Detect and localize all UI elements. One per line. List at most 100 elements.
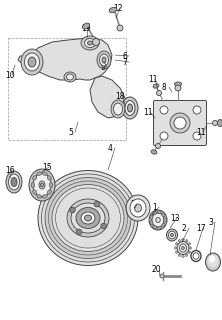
Ellipse shape: [151, 150, 157, 154]
Text: 14: 14: [130, 199, 140, 209]
Ellipse shape: [52, 185, 124, 252]
Circle shape: [117, 25, 123, 31]
Circle shape: [94, 201, 100, 207]
Ellipse shape: [175, 243, 178, 245]
Polygon shape: [18, 38, 112, 80]
Ellipse shape: [67, 199, 109, 237]
Ellipse shape: [81, 212, 95, 224]
Ellipse shape: [175, 251, 178, 253]
Ellipse shape: [67, 74, 73, 80]
Ellipse shape: [150, 215, 153, 219]
Ellipse shape: [111, 100, 125, 118]
Ellipse shape: [99, 54, 109, 66]
Ellipse shape: [218, 119, 222, 126]
Text: 1: 1: [152, 203, 157, 212]
Text: 8: 8: [162, 83, 167, 92]
Text: 11: 11: [196, 127, 206, 137]
Circle shape: [175, 85, 181, 91]
Circle shape: [160, 274, 164, 278]
Ellipse shape: [163, 218, 166, 222]
Ellipse shape: [206, 253, 220, 271]
Ellipse shape: [125, 100, 135, 116]
Ellipse shape: [85, 215, 91, 221]
Ellipse shape: [130, 199, 146, 217]
Ellipse shape: [182, 238, 184, 241]
Text: 12: 12: [113, 4, 123, 12]
Circle shape: [160, 106, 168, 114]
Ellipse shape: [162, 223, 165, 227]
Ellipse shape: [24, 53, 40, 71]
Text: 4: 4: [108, 143, 113, 153]
Ellipse shape: [182, 255, 184, 258]
Ellipse shape: [28, 57, 36, 67]
Circle shape: [76, 229, 82, 235]
Ellipse shape: [149, 210, 167, 230]
Ellipse shape: [186, 240, 188, 242]
Polygon shape: [90, 76, 126, 118]
Text: 7: 7: [122, 58, 127, 67]
Ellipse shape: [166, 229, 178, 241]
Ellipse shape: [81, 36, 99, 50]
Ellipse shape: [87, 41, 93, 45]
FancyBboxPatch shape: [153, 100, 206, 146]
Ellipse shape: [33, 190, 37, 194]
Text: 2: 2: [182, 223, 187, 233]
Text: 11: 11: [148, 75, 157, 84]
Text: 16: 16: [5, 165, 15, 174]
Ellipse shape: [40, 183, 44, 187]
Ellipse shape: [127, 104, 133, 112]
Text: 20: 20: [152, 266, 162, 275]
Ellipse shape: [8, 174, 20, 190]
Ellipse shape: [153, 212, 156, 215]
Circle shape: [193, 106, 201, 114]
Ellipse shape: [29, 169, 55, 201]
Ellipse shape: [153, 225, 156, 228]
Text: 9: 9: [100, 62, 105, 71]
Ellipse shape: [37, 172, 42, 175]
Ellipse shape: [97, 51, 111, 69]
Ellipse shape: [168, 231, 176, 239]
Text: 5: 5: [68, 127, 73, 137]
Circle shape: [93, 38, 99, 45]
Ellipse shape: [42, 172, 47, 175]
Ellipse shape: [122, 97, 138, 119]
Ellipse shape: [71, 203, 105, 233]
Ellipse shape: [113, 103, 123, 115]
Ellipse shape: [174, 82, 182, 86]
Ellipse shape: [21, 49, 43, 75]
Ellipse shape: [33, 176, 37, 180]
Ellipse shape: [102, 57, 106, 63]
Ellipse shape: [6, 171, 22, 193]
Ellipse shape: [37, 195, 42, 198]
Ellipse shape: [178, 240, 180, 242]
Ellipse shape: [126, 195, 150, 221]
Circle shape: [160, 132, 168, 140]
Text: 10: 10: [5, 70, 15, 79]
Ellipse shape: [152, 213, 164, 227]
Ellipse shape: [38, 171, 138, 266]
Bar: [8, 38, 126, 140]
Circle shape: [170, 113, 190, 133]
Ellipse shape: [174, 247, 176, 249]
Ellipse shape: [178, 254, 180, 256]
Circle shape: [155, 143, 161, 148]
Ellipse shape: [186, 254, 188, 256]
Ellipse shape: [64, 72, 76, 82]
Ellipse shape: [135, 204, 141, 212]
Circle shape: [174, 117, 186, 129]
Circle shape: [193, 132, 201, 140]
Ellipse shape: [49, 182, 53, 188]
Ellipse shape: [47, 176, 51, 180]
Text: 6: 6: [122, 52, 127, 60]
Ellipse shape: [162, 213, 165, 217]
Ellipse shape: [85, 38, 95, 47]
Circle shape: [70, 207, 75, 213]
Ellipse shape: [177, 242, 189, 254]
Text: 18: 18: [115, 92, 125, 100]
Ellipse shape: [157, 226, 161, 229]
Text: 13: 13: [170, 213, 180, 222]
Circle shape: [212, 121, 218, 125]
Ellipse shape: [188, 251, 190, 253]
Text: 17: 17: [196, 223, 206, 233]
Circle shape: [101, 223, 106, 229]
